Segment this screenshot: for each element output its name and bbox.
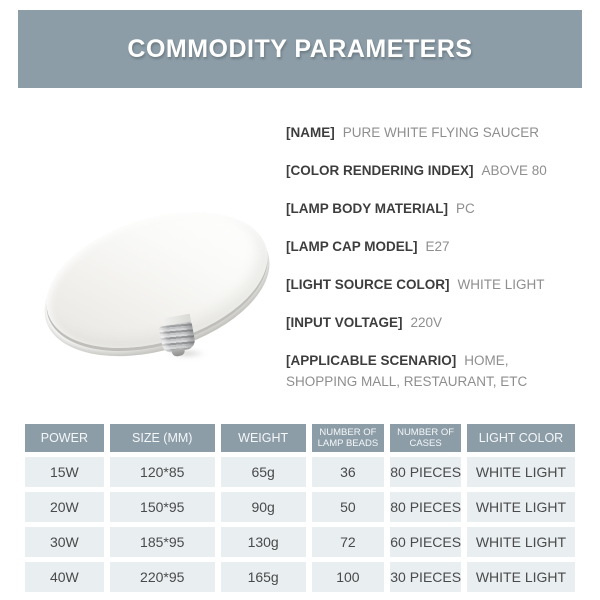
cell-cases: 80 PIECES (390, 457, 461, 487)
parameter-row-input-voltage: [INPUT VOLTAGE] 220V (286, 312, 570, 333)
parameter-value: E27 (425, 239, 450, 254)
lamp-cap-shadow (163, 348, 211, 359)
cell-lamp-beads: 100 (311, 562, 385, 592)
parameter-value: PURE WHITE FLYING SAUCER (342, 125, 540, 140)
cell-light-color: WHITE LIGHT (466, 457, 575, 487)
parameter-label: [APPLICABLE SCENARIO] (286, 353, 457, 368)
parameter-label: [INPUT VOLTAGE] (286, 315, 403, 330)
parameter-label: [NAME] (286, 125, 335, 140)
parameter-value: PC (456, 201, 475, 216)
parameter-value: HOME, SHOPPING MALL, RESTAURANT, ETC (286, 353, 528, 389)
table-row: 20W 150*95 90g 50 80 PIECES WHITE LIGHT (25, 492, 575, 522)
cell-lamp-beads: 50 (311, 492, 385, 522)
cell-power: 20W (25, 492, 104, 522)
cell-cases: 30 PIECES (390, 562, 461, 592)
parameter-value: 220V (410, 315, 443, 330)
parameter-value: ABOVE 80 (481, 163, 547, 178)
table-row: 15W 120*85 65g 36 80 PIECES WHITE LIGHT (25, 457, 575, 487)
cell-light-color: WHITE LIGHT (466, 527, 575, 557)
spec-table: POWER SIZE (MM) WEIGHT NUMBER OF LAMP BE… (19, 419, 581, 597)
cell-power: 15W (25, 457, 104, 487)
cell-size: 220*95 (109, 562, 215, 592)
parameter-row-lamp-cap-model: [LAMP CAP MODEL] E27 (286, 236, 570, 257)
cell-cases: 80 PIECES (390, 492, 461, 522)
cell-cases: 60 PIECES (390, 527, 461, 557)
parameter-row-lamp-body-material: [LAMP BODY MATERIAL] PC (286, 198, 570, 219)
parameter-list: [NAME] PURE WHITE FLYING SAUCER [COLOR RE… (286, 122, 570, 409)
cell-size: 120*85 (109, 457, 215, 487)
page-title: COMMODITY PARAMETERS (127, 34, 473, 63)
cell-weight: 65g (220, 457, 306, 487)
cell-size: 185*95 (109, 527, 215, 557)
cell-size: 150*95 (109, 492, 215, 522)
header-banner: COMMODITY PARAMETERS (18, 10, 582, 88)
parameter-value: WHITE LIGHT (457, 277, 545, 292)
parameter-row-name: [NAME] PURE WHITE FLYING SAUCER (286, 122, 570, 143)
column-header-cases: NUMBER OF CASES (390, 424, 461, 452)
column-header-size: SIZE (MM) (109, 424, 215, 452)
spec-table-header-row: POWER SIZE (MM) WEIGHT NUMBER OF LAMP BE… (25, 424, 575, 452)
cell-power: 30W (25, 527, 104, 557)
column-header-lamp-beads: NUMBER OF LAMP BEADS (311, 424, 385, 452)
cell-light-color: WHITE LIGHT (466, 562, 575, 592)
cell-lamp-beads: 72 (311, 527, 385, 557)
cell-weight: 165g (220, 562, 306, 592)
column-header-weight: WEIGHT (220, 424, 306, 452)
product-image (25, 187, 287, 382)
column-header-power: POWER (25, 424, 104, 452)
table-row: 30W 185*95 130g 72 60 PIECES WHITE LIGHT (25, 527, 575, 557)
cell-weight: 90g (220, 492, 306, 522)
table-row: 40W 220*95 165g 100 30 PIECES WHITE LIGH… (25, 562, 575, 592)
parameter-label: [LAMP CAP MODEL] (286, 239, 418, 254)
parameter-label: [COLOR RENDERING INDEX] (286, 163, 474, 178)
parameter-row-light-source-color: [LIGHT SOURCE COLOR] WHITE LIGHT (286, 274, 570, 295)
cell-light-color: WHITE LIGHT (466, 492, 575, 522)
cell-weight: 130g (220, 527, 306, 557)
column-header-light-color: LIGHT COLOR (466, 424, 575, 452)
cell-power: 40W (25, 562, 104, 592)
cell-lamp-beads: 36 (311, 457, 385, 487)
parameter-row-color-rendering-index: [COLOR RENDERING INDEX] ABOVE 80 (286, 160, 570, 181)
parameter-label: [LIGHT SOURCE COLOR] (286, 277, 450, 292)
parameter-row-applicable-scenario: [APPLICABLE SCENARIO] HOME, SHOPPING MALL… (286, 350, 570, 392)
parameter-label: [LAMP BODY MATERIAL] (286, 201, 448, 216)
